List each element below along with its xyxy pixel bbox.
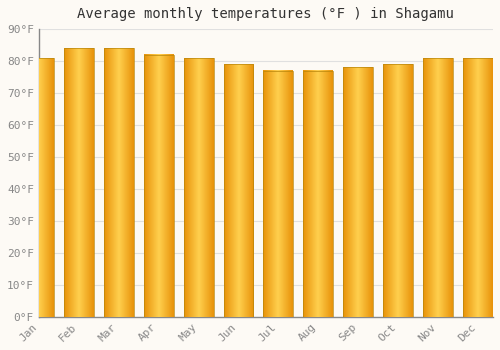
Bar: [383, 64, 413, 317]
Title: Average monthly temperatures (°F ) in Shagamu: Average monthly temperatures (°F ) in Sh…: [78, 7, 454, 21]
Bar: [344, 68, 374, 317]
Bar: [304, 71, 334, 317]
Bar: [64, 48, 94, 317]
Bar: [144, 55, 174, 317]
Bar: [463, 58, 493, 317]
Bar: [24, 58, 54, 317]
Bar: [104, 48, 134, 317]
Bar: [423, 58, 453, 317]
Bar: [224, 64, 254, 317]
Bar: [184, 58, 214, 317]
Bar: [264, 71, 294, 317]
